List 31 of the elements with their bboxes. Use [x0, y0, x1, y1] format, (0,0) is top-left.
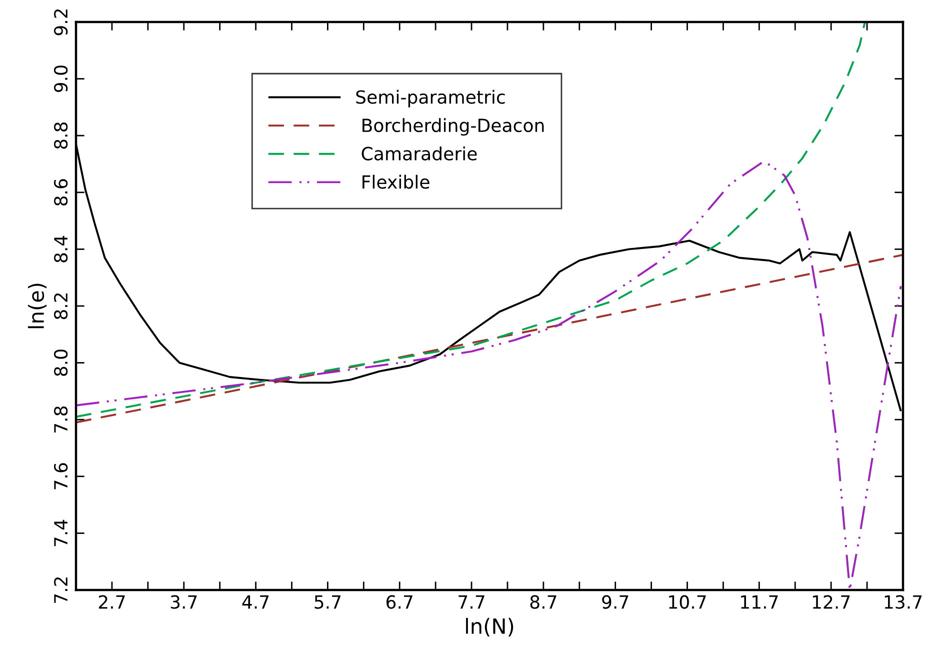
y-tick-label: 8.2: [54, 293, 68, 320]
legend-label: Borcherding-Deacon: [362, 118, 544, 136]
x-tick-label: 7.7: [458, 595, 484, 609]
y-tick-label: 8.8: [54, 122, 68, 149]
y-tick-label: 7.4: [54, 520, 68, 546]
x-tick-label: 6.7: [386, 595, 412, 609]
line-series: [76, 22, 866, 418]
x-tick-label: 4.7: [242, 595, 269, 609]
x-tick-label: 5.7: [314, 595, 341, 609]
line-series: [76, 160, 902, 590]
legend-label: Flexible: [362, 174, 430, 189]
x-tick-label: 2.7: [98, 595, 125, 609]
legend-label: Camaraderie: [362, 146, 477, 160]
x-axis-title: ln(N): [466, 618, 514, 636]
y-axis-title: ln(e): [28, 284, 47, 328]
x-tick-label: 11.7: [741, 595, 778, 609]
y-tick-label: 9.0: [54, 66, 68, 92]
y-tick-label: 8.0: [54, 350, 68, 376]
x-tick-label: 3.7: [170, 595, 197, 609]
y-tick-label: 8.6: [54, 179, 68, 206]
y-tick-label: 8.4: [54, 236, 68, 262]
y-tick-label: 7.8: [54, 406, 68, 432]
y-tick-label: 7.2: [54, 577, 68, 603]
x-tick-label: 8.7: [530, 595, 556, 609]
y-tick-label: 9.2: [54, 9, 68, 36]
x-tick-label: 9.7: [602, 595, 628, 609]
x-tick-label: 13.7: [884, 595, 922, 609]
x-tick-label: 12.7: [812, 595, 850, 609]
legend-label: Semi-parametric: [356, 90, 505, 108]
y-tick-label: 7.6: [54, 463, 68, 490]
x-tick-label: 10.7: [669, 595, 706, 609]
